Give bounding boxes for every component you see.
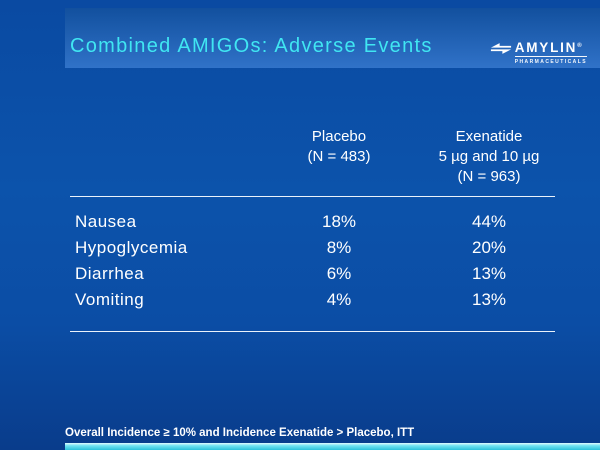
exenatide-n-count: (N = 963) — [457, 168, 521, 185]
table-bottom-rule — [70, 331, 555, 332]
table-row-hypoglycemia: Hypoglycemia 8% 20% — [0, 235, 600, 261]
column-header-exenatide: Exenatide 5 µg and 10 µg (N = 963) — [404, 127, 574, 187]
exenatide-header-line: Exenatide — [455, 128, 523, 145]
table-row-vomiting: Vomiting 4% 13% — [0, 287, 600, 313]
row-label: Diarrhea — [75, 264, 145, 283]
logo-name-label: AMYLIN — [514, 40, 578, 55]
header-band — [65, 8, 600, 68]
placebo-n-count: (N = 483) — [307, 148, 371, 165]
exenatide-dose-line: 5 µg and 10 µg — [438, 148, 540, 165]
placebo-value: 4% — [326, 290, 352, 309]
slide-title: Combined AMIGOs: Adverse Events — [70, 35, 433, 57]
placebo-value: 8% — [326, 238, 352, 257]
amylin-arrows-icon — [490, 40, 512, 57]
amylin-logo: AMYLIN® PHARMACEUTICALS — [490, 40, 587, 65]
exenatide-value: 44% — [471, 212, 507, 231]
row-label: Nausea — [75, 212, 137, 231]
registered-mark: ® — [577, 43, 582, 49]
column-header-placebo: Placebo (N = 483) — [278, 127, 400, 167]
placebo-value: 18% — [321, 212, 357, 231]
table-row-diarrhea: Diarrhea 6% 13% — [0, 261, 600, 287]
adverse-events-table: Nausea 18% 44% Hypoglycemia 8% 20% Diarr… — [0, 209, 600, 313]
table-row-nausea: Nausea 18% 44% — [0, 209, 600, 235]
footnote: Overall Incidence ≥ 10% and Incidence Ex… — [65, 427, 415, 439]
table-top-rule — [70, 196, 555, 197]
row-label: Hypoglycemia — [75, 238, 188, 257]
logo-text: AMYLIN® PHARMACEUTICALS — [514, 40, 587, 65]
exenatide-value: 13% — [471, 290, 507, 309]
logo-subtitle: PHARMACEUTICALS — [514, 56, 587, 65]
footer-accent-bar — [65, 443, 600, 450]
row-label: Vomiting — [75, 290, 145, 309]
placebo-header-line: Placebo — [311, 128, 367, 145]
placebo-value: 6% — [326, 264, 352, 283]
exenatide-value: 13% — [471, 264, 507, 283]
logo-company-name: AMYLIN® — [514, 40, 587, 55]
exenatide-value: 20% — [471, 238, 507, 257]
